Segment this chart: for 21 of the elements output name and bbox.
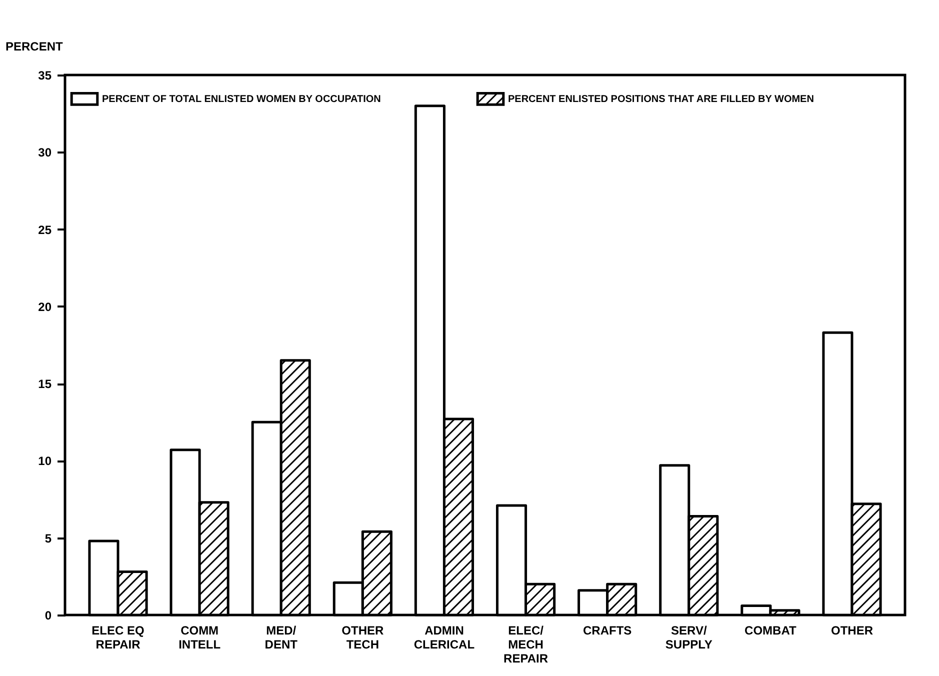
y-tick-label: 20: [38, 300, 52, 314]
y-tick-label: 0: [44, 608, 52, 622]
legend-label: PERCENT ENLISTED POSITIONS THAT ARE FILLED BY WOMEN: [508, 94, 814, 105]
y-tick-label: 35: [38, 68, 52, 82]
x-tick-label: MED/ DENT: [264, 624, 298, 652]
y-tick-label: 25: [38, 222, 52, 237]
y-tick-label: 5: [44, 531, 52, 546]
y-tick-label: 15: [38, 377, 52, 392]
x-tick-label: COMM INTELL: [178, 624, 221, 652]
x-tick-label: ELEC EQ REPAIR: [92, 624, 144, 652]
y-tick-label: 10: [38, 454, 52, 468]
x-tick-label: COMBAT: [744, 624, 797, 638]
x-tick-label: ADMIN CLERICAL: [414, 624, 475, 652]
y-tick-label: 30: [38, 146, 52, 160]
x-tick-label: SERV/ SUPPLY: [665, 624, 712, 652]
y-axis-title: PERCENT: [6, 40, 64, 54]
x-tick-label: OTHER TECH: [342, 624, 384, 652]
legend-label: PERCENT OF TOTAL ENLISTED WOMEN BY OCCUPATION: [102, 94, 381, 105]
x-tick-label: CRAFTS: [582, 624, 632, 638]
x-tick-label: ELEC/ MECH REPAIR: [504, 624, 548, 666]
x-tick-label: OTHER: [830, 624, 874, 638]
